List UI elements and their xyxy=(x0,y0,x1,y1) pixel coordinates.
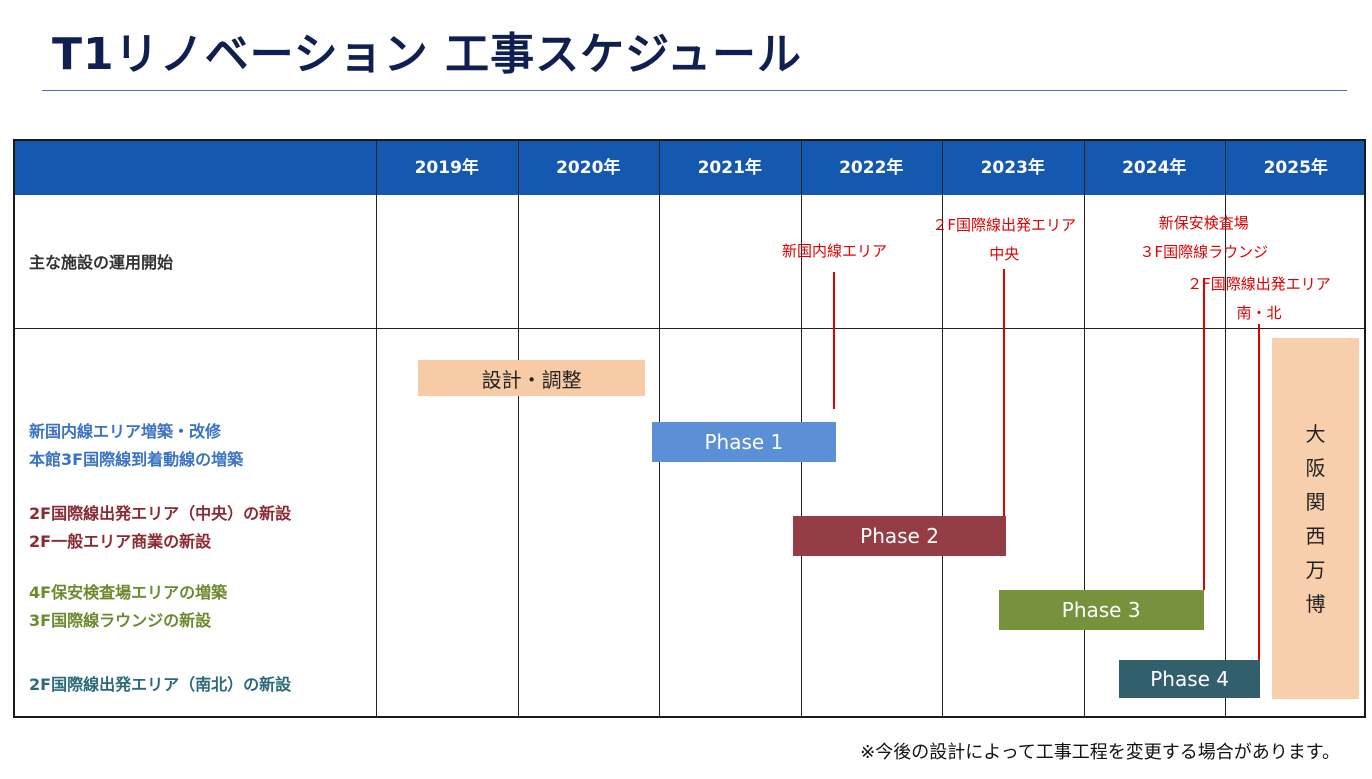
milestone-line-text: 中央 xyxy=(989,245,1020,263)
expo-char: 西 xyxy=(1305,523,1326,548)
task-description: 本館3F国際線到着動線の増築 xyxy=(29,450,244,469)
task-description: 4F保安検査場エリアの増築 xyxy=(29,583,228,602)
year-label: 2019年 xyxy=(414,158,479,178)
task-bar: Phase 2 xyxy=(793,516,1006,556)
milestone-label: 新保安検査場 ３F国際線ラウンジ xyxy=(1124,209,1284,267)
milestone-line-text: 新保安検査場 xyxy=(1158,214,1249,232)
task-description: 2F一般エリア商業の新設 xyxy=(29,532,212,551)
year-label: 2024年 xyxy=(1122,158,1187,178)
milestone-marker xyxy=(1003,269,1006,516)
task-description: 2F国際線出発エリア（中央）の新設 xyxy=(29,504,292,523)
milestone-marker xyxy=(1257,324,1260,660)
year-divider xyxy=(942,141,943,716)
milestone-label: ２F国際線出発エリア 中央 xyxy=(924,211,1084,269)
expo-char: 阪 xyxy=(1305,455,1326,480)
milestone-line-text: 南・北 xyxy=(1236,304,1282,322)
schedule-chart: 主な施設の運用開始 2019年 2020年 2021年 2022年 2023年 2024年… xyxy=(13,139,1366,718)
row-divider xyxy=(15,328,1364,329)
page-title: T1リノベーション 工事スケジュール xyxy=(52,29,802,80)
task-bar: Phase 3 xyxy=(998,590,1204,630)
expo-char: 博 xyxy=(1305,591,1326,616)
expo-char: 関 xyxy=(1305,489,1326,514)
title-divider xyxy=(42,90,1347,91)
year-label: 2020年 xyxy=(556,158,621,178)
year-divider xyxy=(1225,141,1226,716)
expo-char: 大 xyxy=(1305,421,1326,446)
task-description: 2F国際線出発エリア（南北）の新設 xyxy=(29,675,292,694)
facility-row-label: 主な施設の運用開始 xyxy=(29,253,174,272)
milestone-line-text: ２F国際線出発エリア xyxy=(932,216,1077,234)
task-bar: 設計・調整 xyxy=(418,360,645,396)
year-label: 2023年 xyxy=(980,158,1045,178)
label-column-divider xyxy=(376,141,377,716)
expo-event-block: 大阪関西万博 xyxy=(1271,338,1360,699)
milestone-line-text: 新国内線エリア xyxy=(781,242,887,260)
milestone-marker xyxy=(1202,278,1205,590)
year-divider xyxy=(1083,141,1085,716)
year-label: 2022年 xyxy=(839,158,904,178)
milestone-label: 新国内線エリア xyxy=(754,237,914,266)
expo-char: 万 xyxy=(1305,557,1326,582)
milestone-line-text: ２F国際線出発エリア xyxy=(1187,275,1331,293)
year-header xyxy=(15,141,1364,195)
task-bar: Phase 1 xyxy=(651,422,836,462)
year-divider xyxy=(517,141,519,716)
footnote: ※今後の設計によって工事工程を変更する場合があります。 xyxy=(860,742,1340,763)
year-label: 2021年 xyxy=(697,158,762,178)
task-description: 新国内線エリア増築・改修 xyxy=(29,422,222,441)
milestone-label: ２F国際線出発エリア 南・北 xyxy=(1179,270,1339,328)
milestone-marker xyxy=(833,272,836,409)
milestone-line-text: ３F国際線ラウンジ xyxy=(1139,243,1269,261)
task-description: 3F国際線ラウンジの新設 xyxy=(29,611,212,630)
task-bar: Phase 4 xyxy=(1118,660,1261,698)
year-label: 2025年 xyxy=(1263,158,1328,178)
